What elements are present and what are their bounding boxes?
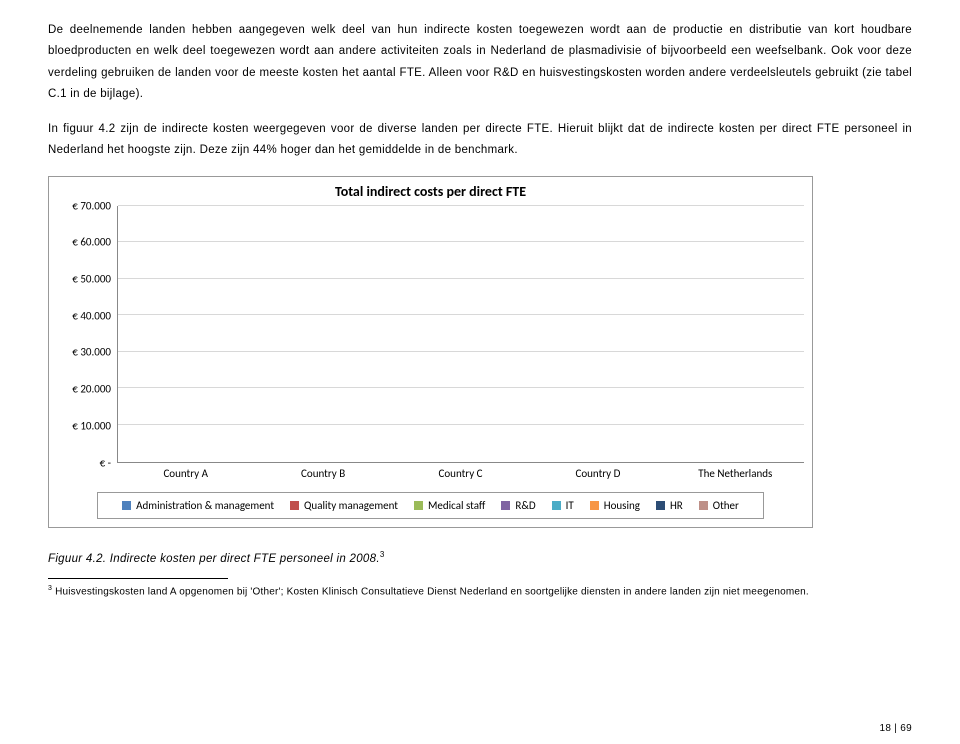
y-tick-label: € 50.000 (72, 273, 111, 286)
gridline (118, 387, 804, 388)
legend-item-quality: Quality management (290, 499, 398, 512)
legend-item-admin: Administration & management (122, 499, 274, 512)
legend-label: IT (566, 499, 574, 512)
y-tick-label: € 40.000 (72, 309, 111, 322)
legend-label: Other (713, 499, 739, 512)
legend-label: Medical staff (428, 499, 485, 512)
gridline (118, 424, 804, 425)
legend-label: Housing (604, 499, 640, 512)
chart-y-axis: € -€ 10.000€ 20.000€ 30.000€ 40.000€ 50.… (57, 206, 117, 463)
y-tick-label: € 30.000 (72, 346, 111, 359)
gridline (118, 205, 804, 206)
chart-plot-area: € -€ 10.000€ 20.000€ 30.000€ 40.000€ 50.… (57, 206, 804, 463)
chart-container: Total indirect costs per direct FTE € - €… (48, 176, 813, 528)
x-label: Country D (529, 463, 666, 480)
legend-swatch (656, 501, 665, 510)
x-label: Country C (392, 463, 529, 480)
legend-item-it: IT (552, 499, 574, 512)
y-tick-label: € - (100, 456, 111, 469)
chart-body (117, 206, 804, 463)
legend-label: Administration & management (136, 499, 274, 512)
y-tick-label: € 20.000 (72, 383, 111, 396)
legend-swatch (290, 501, 299, 510)
x-label: Country A (117, 463, 254, 480)
chart-legend: Administration & management Quality manag… (97, 492, 764, 519)
gridline (118, 351, 804, 352)
legend-swatch (590, 501, 599, 510)
legend-item-other: Other (699, 499, 739, 512)
caption-text: Figuur 4.2. Indirecte kosten per direct … (48, 552, 380, 564)
legend-item-rd: R&D (501, 499, 535, 512)
legend-swatch (122, 501, 131, 510)
legend-swatch (501, 501, 510, 510)
legend-swatch (414, 501, 423, 510)
y-tick-label: € 10.000 (72, 419, 111, 432)
legend-label: Quality management (304, 499, 398, 512)
paragraph-1: De deelnemende landen hebben aangegeven … (48, 20, 912, 105)
chart-x-labels: Country ACountry BCountry CCountry DThe … (57, 463, 804, 480)
legend-label: R&D (515, 499, 535, 512)
gridline (118, 314, 804, 315)
footnote-rule (48, 578, 228, 579)
footnote: 3 Huisvestingskosten land A opgenomen bi… (48, 583, 912, 600)
chart-title: Total indirect costs per direct FTE (57, 183, 804, 200)
legend-swatch (699, 501, 708, 510)
gridline (118, 241, 804, 242)
x-label: Country B (254, 463, 391, 480)
gridline (118, 278, 804, 279)
figure-caption: Figuur 4.2. Indirecte kosten per direct … (48, 550, 912, 565)
y-tick-label: € 70.000 (72, 199, 111, 212)
caption-superscript: 3 (380, 550, 385, 559)
legend-item-medical: Medical staff (414, 499, 485, 512)
footnote-text: Huisvestingskosten land A opgenomen bij … (52, 587, 809, 598)
legend-label: HR (670, 499, 683, 512)
legend-swatch (552, 501, 561, 510)
paragraph-2: In figuur 4.2 zijn de indirecte kosten w… (48, 119, 912, 162)
page-number: 18 | 69 (879, 723, 912, 734)
legend-item-housing: Housing (590, 499, 640, 512)
x-label: The Netherlands (667, 463, 804, 480)
y-tick-label: € 60.000 (72, 236, 111, 249)
legend-item-hr: HR (656, 499, 683, 512)
